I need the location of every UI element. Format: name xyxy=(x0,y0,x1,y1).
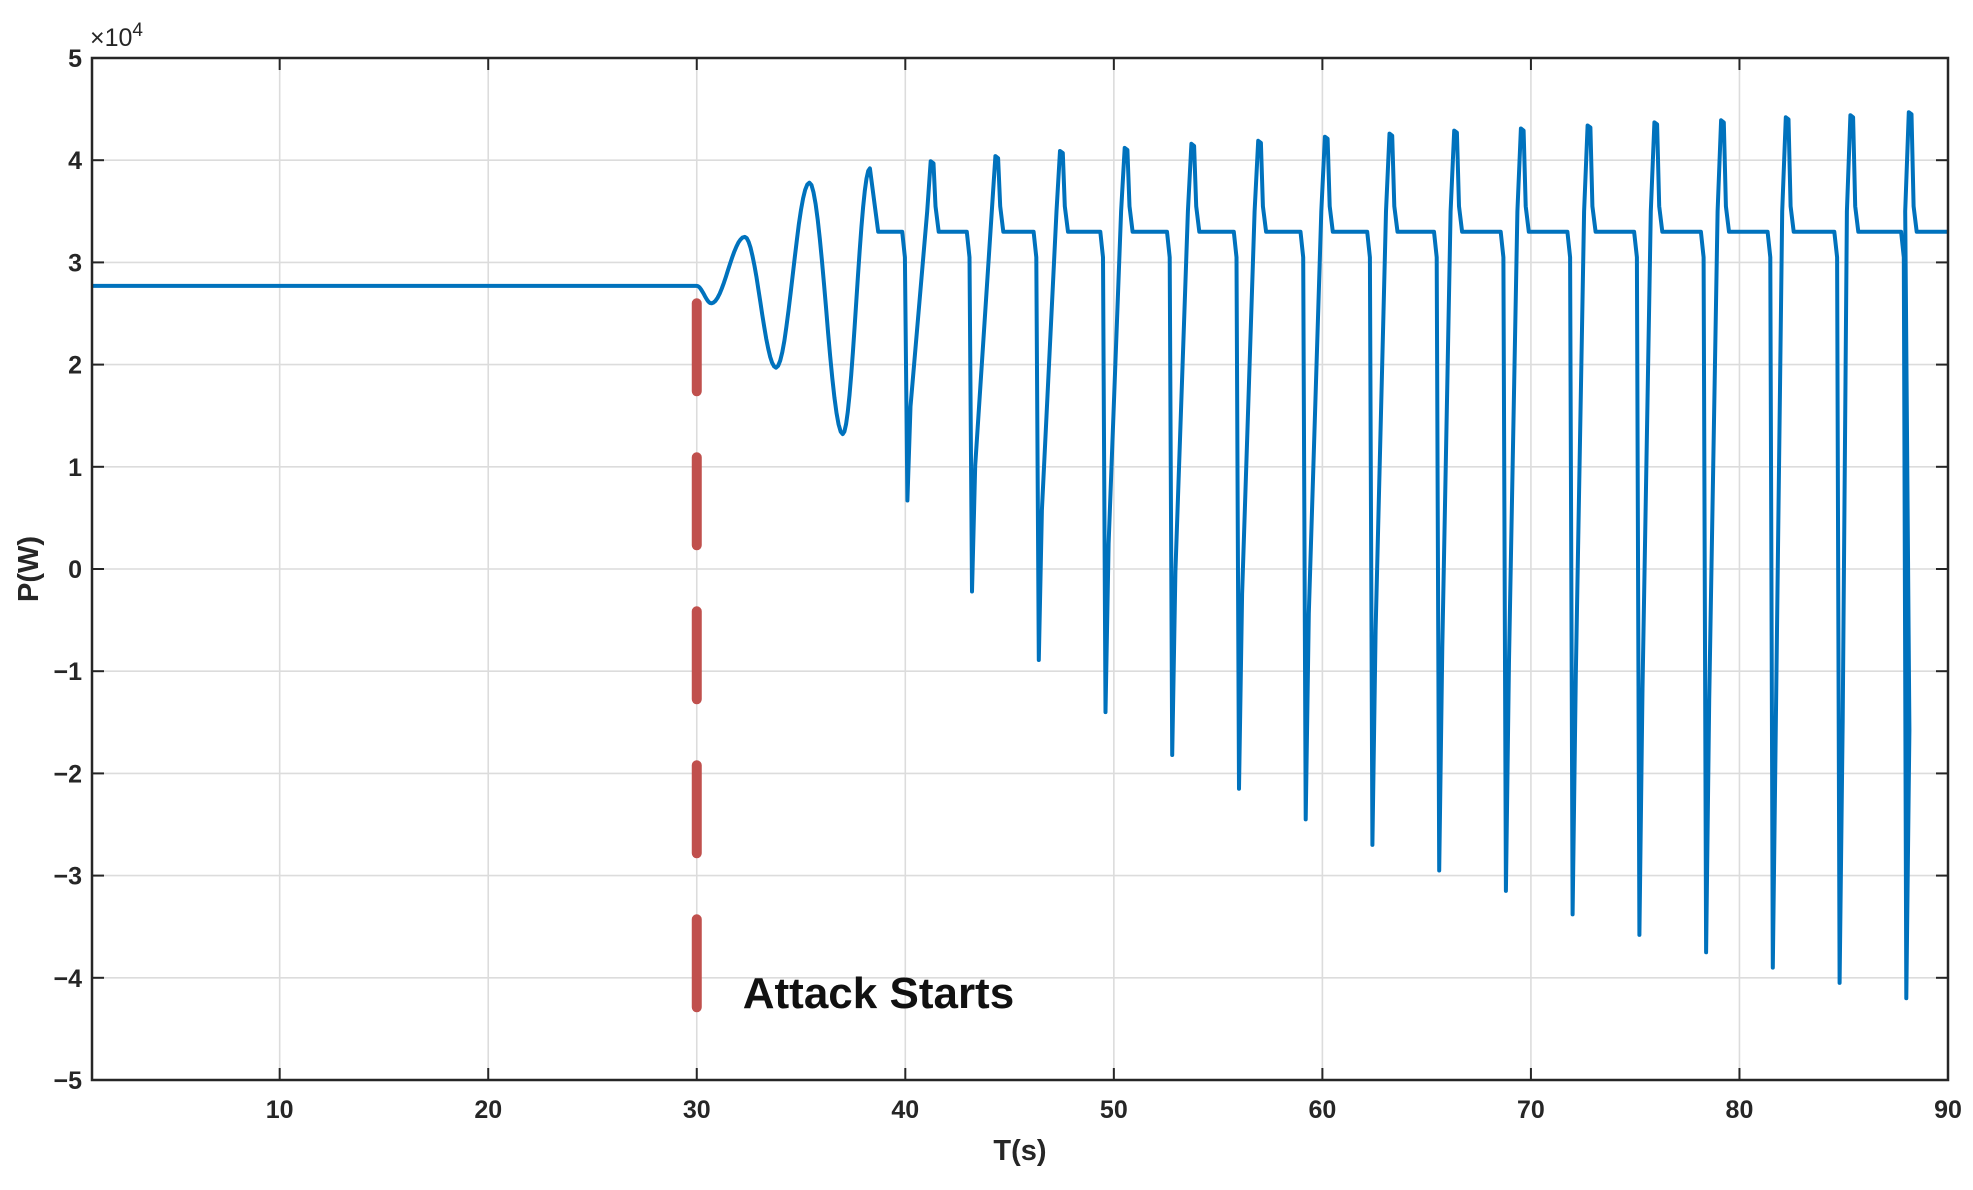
y-tick-label: −5 xyxy=(53,1067,82,1095)
y-tick-label: −1 xyxy=(53,658,82,686)
x-tick-label: 70 xyxy=(1517,1096,1545,1124)
x-axis-label: T(s) xyxy=(993,1135,1046,1167)
y-tick-label: 4 xyxy=(68,147,82,175)
x-tick-label: 60 xyxy=(1308,1096,1336,1124)
y-axis-exponent: ×104 xyxy=(90,20,143,53)
annotation-label: Attack Starts xyxy=(743,969,1014,1018)
x-tick-label: 20 xyxy=(474,1096,502,1124)
y-tick-label: 3 xyxy=(68,249,82,277)
x-tick-label: 90 xyxy=(1934,1096,1962,1124)
y-exponent-power: 4 xyxy=(132,20,143,41)
y-axis-ticks: −5 −4 −3 −2 −1 0 1 2 3 4 5 xyxy=(53,45,1948,1095)
x-tick-label: 40 xyxy=(891,1096,919,1124)
y-tick-label: −2 xyxy=(53,760,82,788)
y-tick-label: 1 xyxy=(68,454,82,482)
power-series-line xyxy=(92,110,1948,1001)
y-tick-label: −4 xyxy=(53,965,82,993)
x-tick-label: 50 xyxy=(1100,1096,1128,1124)
x-axis-ticks: 10 20 30 40 50 60 70 80 90 xyxy=(266,58,1962,1124)
x-tick-label: 80 xyxy=(1726,1096,1754,1124)
y-tick-label: −3 xyxy=(53,863,82,891)
x-tick-label: 30 xyxy=(683,1096,711,1124)
y-tick-label: 5 xyxy=(68,45,82,73)
x-tick-label: 10 xyxy=(266,1096,294,1124)
y-axis-label: P(W) xyxy=(13,536,45,602)
series-layer xyxy=(92,110,1948,1001)
y-exponent-base: ×10 xyxy=(90,24,132,52)
y-tick-label: 2 xyxy=(68,352,82,380)
y-tick-label: 0 xyxy=(68,556,82,584)
